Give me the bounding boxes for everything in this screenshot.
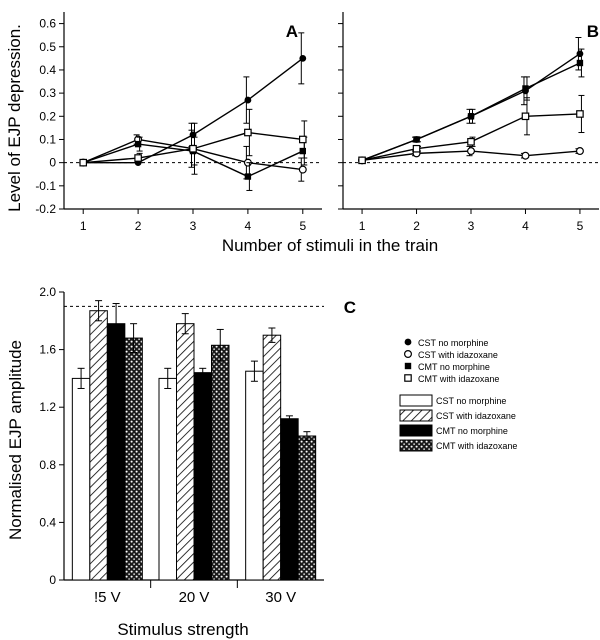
panel-a: 1 2 3 4 5 -0.2 -0.1 0 0.1 0.2 0.3 0.4 0.5 0.6 A Level…	[5, 12, 322, 233]
data-point-cmt_ida	[467, 137, 475, 146]
panel-a-letter: A	[286, 22, 298, 41]
data-point-cmt_no	[522, 85, 529, 92]
y-tick-label: -0.2	[35, 202, 56, 216]
x-tick-label: 1	[359, 219, 366, 233]
y-tick-label: 0.3	[39, 86, 56, 100]
legend-label: CST no morphine	[436, 396, 506, 406]
category-label: 20 V	[179, 589, 210, 606]
category-label: !5 V	[94, 589, 121, 606]
y-tick-label: 0.5	[39, 40, 56, 54]
legend-marker-cst_no	[404, 338, 412, 346]
legend-label: CMT with idazoxane	[418, 374, 499, 384]
bar	[106, 323, 126, 581]
x-tick-label: 5	[577, 219, 584, 233]
data-point-cst_ida	[521, 151, 530, 160]
series-line-cmt_no	[361, 62, 581, 161]
data-point-cmt_ida	[298, 135, 307, 144]
x-tick-label: 5	[299, 219, 306, 233]
data-point-cmt_no	[134, 140, 142, 148]
y-tick-label: 0	[49, 156, 56, 170]
y-tick-label: 0.6	[39, 17, 56, 31]
x-tick-label: 2	[135, 219, 142, 233]
legend-marker-cmt_no	[404, 362, 412, 370]
line-legend: CST no morphine CST with idazoxane CMT no …	[404, 338, 499, 384]
data-point-cmt_no	[244, 173, 252, 180]
data-point-cmt_ida	[412, 144, 421, 153]
bar	[297, 435, 317, 581]
bar	[176, 323, 195, 581]
legend-label: CMT with idazoxane	[436, 441, 517, 451]
bar	[211, 344, 230, 581]
data-point-cst_no	[244, 96, 252, 104]
panel-c-ylabel: Normalised EJP amplitude	[6, 340, 25, 540]
y-tick-label: 1.6	[39, 343, 56, 357]
legend-marker-cmt_ida	[404, 374, 412, 382]
data-point-cmt_ida	[576, 110, 584, 118]
panel-b: 1 2 3 4 5 B	[338, 12, 599, 233]
panel-c-letter: C	[344, 298, 356, 317]
bar	[193, 372, 212, 581]
legend-swatch	[399, 424, 433, 437]
legend-swatch	[399, 439, 433, 452]
data-point-cmt_no	[576, 59, 584, 67]
legend-swatch	[399, 394, 433, 407]
y-tick-label: 0.1	[39, 132, 56, 146]
data-point-cst_ida	[467, 147, 476, 156]
x-tick-label: 4	[245, 219, 252, 233]
panel-a-ylabel: Level of EJP depression.	[5, 24, 24, 212]
y-tick-label: 2.0	[39, 285, 56, 299]
y-tick-label: 0.4	[39, 515, 56, 529]
legend-marker-cst_ida	[404, 350, 413, 359]
panel-c-xlabel: Stimulus strength	[117, 620, 248, 639]
y-tick-label: 1.2	[39, 400, 56, 414]
y-tick-label: 0.2	[39, 109, 56, 123]
bar	[89, 310, 108, 581]
panel-c: 0 0.4 0.8 1.2 1.6 2.0 !5 V 20 V 30 V C Normalise…	[6, 285, 356, 639]
y-tick-label: 0.4	[39, 63, 56, 77]
data-point-cmt_ida	[244, 128, 252, 137]
bar	[280, 418, 299, 581]
y-tick-label: -0.1	[35, 179, 56, 193]
legend-label: CMT no morphine	[436, 426, 508, 436]
data-point-cst_no	[576, 50, 584, 58]
data-point-cmt_ida	[521, 112, 530, 121]
data-point-cmt_no	[299, 147, 306, 155]
data-point-cmt_ida	[79, 158, 88, 167]
data-point-cst_ida	[298, 165, 307, 174]
bar	[124, 337, 143, 581]
category-label: 30 V	[265, 589, 296, 606]
shared-xlabel: Number of stimuli in the train	[222, 236, 438, 255]
legend-swatch	[399, 409, 433, 422]
x-tick-label: 2	[413, 219, 420, 233]
data-point-cmt_ida	[189, 144, 197, 153]
data-point-cmt_ida	[134, 154, 142, 162]
data-point-cst_no	[299, 54, 307, 62]
bar	[262, 334, 282, 581]
x-tick-label: 4	[522, 219, 529, 233]
bar	[71, 377, 91, 581]
y-tick-label: 0.8	[39, 458, 56, 472]
legend-label: CST with idazoxane	[436, 411, 516, 421]
bar	[158, 377, 177, 581]
x-tick-label: 3	[190, 219, 197, 233]
x-tick-label: 3	[468, 219, 475, 233]
legend-label: CMT no morphine	[418, 362, 490, 372]
data-point-cmt_no	[413, 136, 420, 143]
y-tick-label: 0	[49, 573, 56, 587]
bar	[245, 370, 264, 581]
legend-label: CST no morphine	[418, 338, 488, 348]
panel-b-letter: B	[587, 22, 599, 41]
data-point-cst_ida	[575, 147, 584, 156]
bar-legend: CST no morphine CST with idazoxane CMT no …	[399, 394, 517, 452]
legend-label: CST with idazoxane	[418, 350, 498, 360]
data-point-cmt_ida	[358, 156, 366, 165]
data-point-cmt_no	[467, 113, 475, 120]
x-tick-label: 1	[80, 219, 87, 233]
